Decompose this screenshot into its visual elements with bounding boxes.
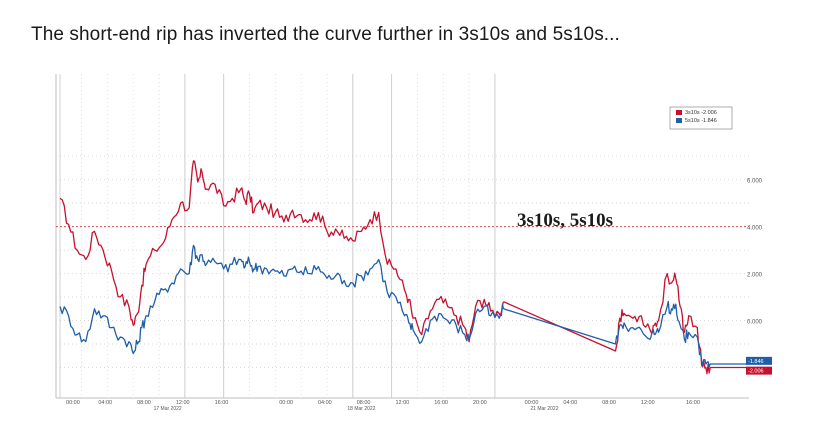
- 5s10s-line: [59, 244, 505, 355]
- x-tick-label: 12:00: [176, 400, 190, 406]
- y-tick-label: 0.000: [747, 320, 763, 326]
- x-tick-label: 16:00: [215, 400, 229, 406]
- x-tick-label: 16:00: [434, 400, 448, 406]
- 5s10s-line-tail: [503, 300, 749, 368]
- y-tick-label: 4.000: [747, 226, 763, 232]
- date-label: 21 Mar 2022: [530, 406, 558, 412]
- legend-label: 5s10s -1.846: [685, 118, 717, 124]
- legend-box: [669, 106, 733, 130]
- x-tick-label: 08:00: [137, 400, 151, 406]
- 3s10s-line-tail: [503, 272, 749, 375]
- chart-annotation: 3s10s, 5s10s: [517, 210, 613, 231]
- last-value-box: [746, 356, 772, 365]
- x-tick-label: 12:00: [641, 400, 655, 406]
- x-tick-label: 16:00: [686, 400, 700, 406]
- x-tick-label: 04:00: [563, 400, 577, 406]
- x-tick-label: 08:00: [602, 400, 616, 406]
- 3s10s-line: [59, 160, 505, 343]
- x-tick-label: 20:00: [473, 400, 487, 406]
- legend-label: 3s10s -2.006: [685, 110, 717, 116]
- headline: The short-end rip has inverted the curve…: [31, 24, 620, 45]
- x-tick-label: 12:00: [395, 400, 409, 406]
- x-tick-label: 08:00: [357, 400, 371, 406]
- chart-legend: 3s10s -2.006 5s10s -1.846: [669, 106, 733, 130]
- x-tick-label: 04:00: [98, 400, 112, 406]
- x-tick-label: 00:00: [279, 400, 293, 406]
- y-tick-label: 6.000: [747, 179, 763, 185]
- legend-swatch: [676, 118, 682, 123]
- legend-swatch: [676, 110, 682, 115]
- date-label: 18 Mar 2022: [347, 406, 375, 412]
- date-label: 17 Mar 2022: [154, 406, 182, 412]
- last-value-label: -1.846: [748, 359, 764, 365]
- x-tick-label: 00:00: [525, 400, 539, 406]
- last-value-box: [746, 366, 772, 375]
- annotation-text: 3s10s, 5s10s: [517, 210, 613, 231]
- chart-grid: [55, 74, 749, 399]
- y-tick-label: 2.000: [747, 273, 763, 279]
- chart-lines: [59, 160, 749, 375]
- last-value-label: -2.006: [748, 369, 764, 375]
- chart-ticks: 6.000 4.000 2.000 0.000 00:00 04:00 08:00 12:00…: [66, 179, 772, 412]
- x-tick-label: 00:00: [66, 400, 80, 406]
- x-tick-label: 04:00: [318, 400, 332, 406]
